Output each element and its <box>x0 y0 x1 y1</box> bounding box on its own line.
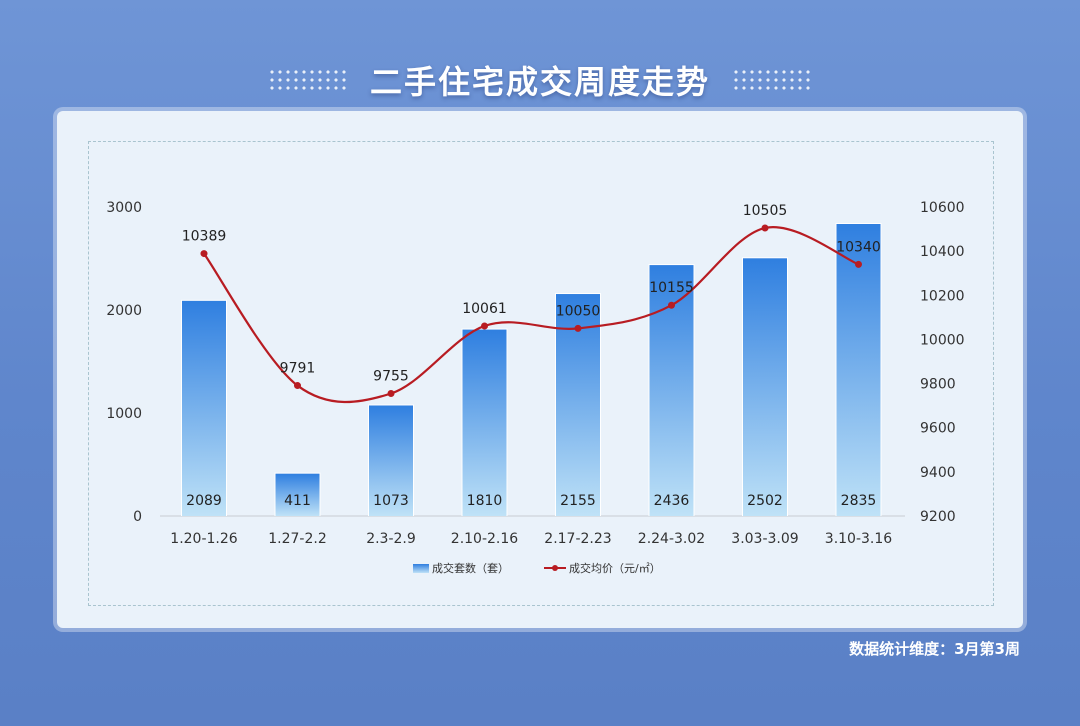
title-dots-right <box>732 68 812 92</box>
price-point <box>481 322 488 330</box>
bar-value-label: 2089 <box>186 493 222 509</box>
right-tick-label: 10200 <box>920 288 965 304</box>
right-tick-label: 10400 <box>920 244 965 260</box>
legend: 成交套数（套） 成交均价（元/㎡） <box>413 561 661 575</box>
right-axis: 9200 9400 9600 9800 10000 10200 10400 10600 <box>920 200 965 525</box>
left-tick-label: 0 <box>133 509 142 525</box>
chart-title: 二手住宅成交周度走势 <box>369 63 710 101</box>
x-tick-label: 2.17-2.23 <box>544 531 611 547</box>
bar-value-label: 2835 <box>841 493 877 509</box>
price-point <box>761 224 769 232</box>
legend-line-marker <box>552 565 558 571</box>
bar-value-label: 2436 <box>654 493 690 509</box>
price-point <box>668 301 675 309</box>
price-point <box>200 250 208 258</box>
legend-line-label: 成交均价（元/㎡） <box>569 561 661 575</box>
x-tick-label: 2.10-2.16 <box>451 531 518 547</box>
right-tick-label: 9800 <box>920 377 956 393</box>
right-tick-label: 9600 <box>920 421 956 437</box>
bar-series: 2089 411 1073 1810 2155 2436 2502 2835 <box>181 222 882 516</box>
right-tick-label: 10000 <box>920 332 965 348</box>
price-value-label: 9755 <box>373 369 409 385</box>
x-axis-labels: 1.20-1.26 1.27-2.2 2.3-2.9 2.10-2.16 2.17-2.… <box>170 531 892 547</box>
bar-value-label: 2155 <box>560 493 596 509</box>
price-point <box>387 390 395 398</box>
price-point <box>574 324 582 332</box>
bar-value-label: 1073 <box>373 493 409 509</box>
price-value-label: 10505 <box>743 203 788 219</box>
x-tick-label: 1.20-1.26 <box>170 531 237 547</box>
x-tick-label: 2.24-3.02 <box>638 531 705 547</box>
legend-bar-swatch <box>413 564 429 573</box>
bar <box>369 405 413 516</box>
x-tick-label: 1.27-2.2 <box>268 531 327 547</box>
price-value-label: 10389 <box>182 229 227 245</box>
right-tick-label: 9200 <box>920 509 956 525</box>
line-series: 10389 9791 9755 10061 10050 10155 10505 10340 <box>182 203 881 404</box>
legend-bar-label: 成交套数（套） <box>432 561 509 575</box>
right-tick-label: 10600 <box>920 200 965 216</box>
price-value-label: 9791 <box>280 361 316 377</box>
bar-value-label: 2502 <box>747 493 783 509</box>
footnote: 数据统计维度：3月第3周 <box>849 640 1020 658</box>
left-axis: 0 1000 2000 3000 <box>106 200 142 525</box>
left-tick-label: 2000 <box>106 303 142 319</box>
x-tick-label: 3.03-3.09 <box>731 531 798 547</box>
price-value-label: 10155 <box>649 280 694 296</box>
price-point <box>294 382 301 390</box>
bar <box>182 300 226 516</box>
bar <box>743 258 787 516</box>
bar-value-label: 411 <box>284 493 311 509</box>
price-value-label: 10061 <box>462 301 507 317</box>
right-tick-label: 9400 <box>920 465 956 481</box>
bar-value-label: 1810 <box>467 493 503 509</box>
price-value-label: 10050 <box>556 303 601 319</box>
x-tick-label: 3.10-3.16 <box>825 531 892 547</box>
bar <box>462 329 507 516</box>
title-bar: 二手住宅成交周度走势 <box>0 50 1080 110</box>
bar <box>275 473 320 516</box>
title-dots-left <box>267 68 348 92</box>
left-tick-label: 3000 <box>106 200 142 216</box>
bar <box>836 223 881 516</box>
x-tick-label: 2.3-2.9 <box>366 531 416 547</box>
price-point <box>855 260 862 268</box>
price-value-label: 10340 <box>836 239 881 255</box>
left-tick-label: 1000 <box>106 406 142 422</box>
